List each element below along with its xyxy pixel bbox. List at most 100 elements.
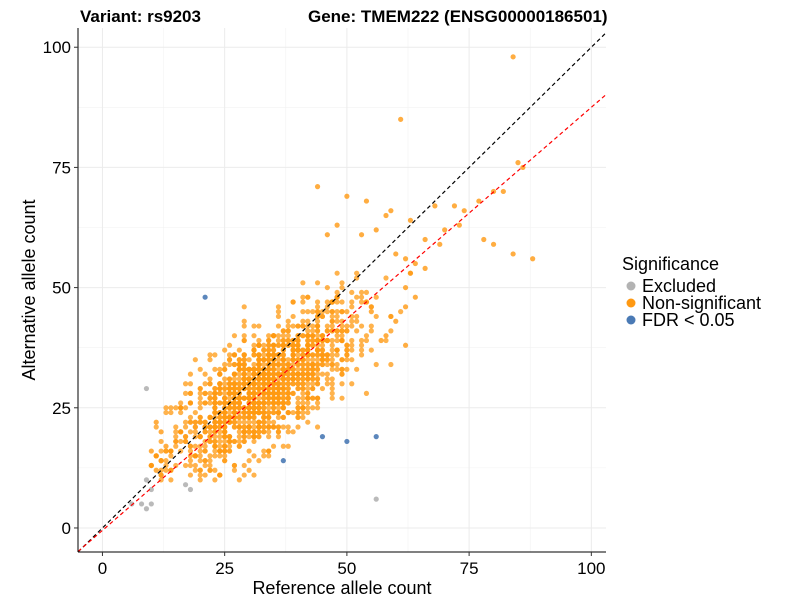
data-point [202, 443, 208, 449]
data-point [305, 333, 311, 339]
gridlines [78, 28, 606, 552]
data-point [222, 366, 228, 372]
data-point [490, 241, 497, 247]
data-point [163, 409, 169, 416]
data-point [285, 323, 291, 329]
data-point [275, 361, 282, 368]
data-point [143, 477, 150, 483]
data-point [266, 371, 272, 377]
data-point [187, 381, 194, 387]
data-point [295, 361, 301, 368]
data-point [217, 419, 223, 425]
data-point [182, 405, 189, 411]
data-point [310, 366, 316, 372]
data-point [383, 333, 389, 339]
data-point [329, 385, 335, 392]
data-point [217, 385, 223, 392]
data-point [212, 390, 218, 396]
data-point [241, 323, 247, 329]
data-point [182, 419, 189, 425]
data-point [334, 289, 340, 296]
data-point [275, 313, 282, 320]
data-point [300, 414, 306, 420]
data-point [158, 458, 164, 464]
data-point [368, 347, 374, 353]
data-point [226, 438, 233, 445]
data-point [202, 371, 208, 377]
data-point [246, 357, 252, 363]
data-point [256, 376, 262, 382]
data-point [222, 458, 228, 464]
data-point [246, 434, 252, 440]
data-point [222, 376, 228, 382]
data-point [305, 405, 311, 411]
data-point [192, 409, 198, 416]
data-point [143, 506, 150, 512]
data-point [295, 405, 301, 411]
data-point [187, 486, 194, 493]
data-point [212, 409, 218, 416]
data-point [324, 323, 330, 329]
data-point [236, 405, 242, 411]
data-point [314, 361, 321, 368]
data-point [334, 328, 340, 334]
data-point [334, 333, 340, 339]
data-point [226, 395, 233, 401]
data-point [236, 395, 242, 401]
data-point [339, 381, 345, 387]
data-point [261, 400, 267, 406]
data-point [334, 366, 340, 372]
data-point [217, 443, 223, 449]
data-point [402, 256, 409, 262]
data-point [251, 453, 257, 459]
data-point [344, 366, 350, 372]
data-point [358, 323, 365, 329]
data-point [236, 434, 242, 440]
data-point [266, 419, 272, 425]
data-point [300, 409, 306, 416]
data-point [280, 381, 286, 387]
data-point [285, 390, 291, 396]
data-point [222, 390, 228, 396]
data-point [241, 472, 247, 478]
data-point [270, 333, 277, 339]
data-point [363, 198, 370, 204]
data-point [202, 458, 208, 464]
data-point [300, 385, 306, 392]
data-point [339, 280, 345, 286]
data-point [314, 381, 321, 387]
data-point [261, 371, 267, 377]
data-point [236, 366, 242, 372]
data-point [461, 208, 467, 214]
data-point [358, 289, 365, 296]
data-point [290, 366, 296, 372]
data-point [256, 400, 262, 406]
data-point [280, 376, 286, 382]
data-point [310, 405, 316, 411]
data-point [158, 429, 164, 435]
data-point [290, 347, 296, 353]
data-point [143, 385, 150, 392]
data-point [354, 328, 360, 334]
data-point [256, 429, 262, 435]
data-point [182, 482, 189, 488]
data-point [314, 328, 321, 334]
data-point [256, 337, 262, 344]
data-point [314, 342, 321, 348]
data-point [256, 342, 262, 348]
data-point [197, 366, 203, 372]
data-point [339, 328, 345, 334]
data-point [275, 414, 282, 420]
legend-label: Non-significant [642, 293, 761, 313]
data-point [266, 409, 272, 416]
data-point [319, 434, 326, 440]
data-point [241, 376, 247, 382]
data-point [324, 352, 330, 358]
data-point [266, 395, 272, 401]
data-point [261, 381, 267, 387]
data-point [349, 357, 355, 363]
data-point [314, 352, 321, 358]
data-point [398, 116, 404, 122]
data-point [236, 385, 242, 392]
data-point [339, 309, 345, 315]
